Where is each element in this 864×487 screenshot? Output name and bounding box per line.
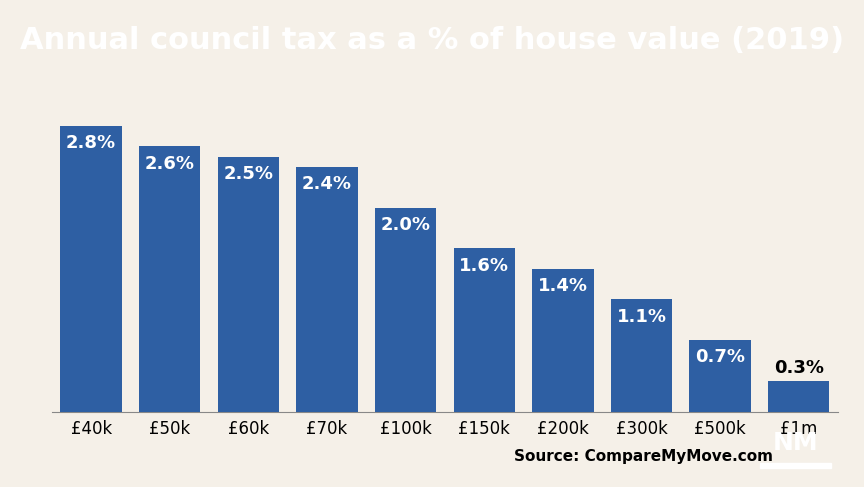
Bar xyxy=(375,207,436,412)
Bar xyxy=(139,147,200,412)
Text: 2.6%: 2.6% xyxy=(145,154,194,172)
Bar xyxy=(611,300,672,412)
Text: NM: NM xyxy=(773,431,818,455)
Text: 0.3%: 0.3% xyxy=(774,359,823,377)
Bar xyxy=(760,463,831,468)
Text: Annual council tax as a % of house value (2019): Annual council tax as a % of house value… xyxy=(20,25,844,55)
Text: 1.6%: 1.6% xyxy=(460,257,509,275)
Bar xyxy=(454,248,515,412)
Text: Source: CompareMyMove.com: Source: CompareMyMove.com xyxy=(514,449,773,464)
Bar xyxy=(689,340,751,412)
Text: 1.4%: 1.4% xyxy=(538,277,588,295)
Text: 2.8%: 2.8% xyxy=(66,134,117,152)
Text: 0.7%: 0.7% xyxy=(696,348,745,366)
Text: 2.0%: 2.0% xyxy=(381,216,430,234)
Text: 1.1%: 1.1% xyxy=(617,307,666,325)
Bar xyxy=(768,381,829,412)
Bar xyxy=(218,157,279,412)
Bar xyxy=(60,126,122,412)
Text: 2.4%: 2.4% xyxy=(302,175,352,193)
Text: 2.5%: 2.5% xyxy=(224,165,273,183)
Bar xyxy=(532,269,594,412)
Bar xyxy=(296,167,358,412)
